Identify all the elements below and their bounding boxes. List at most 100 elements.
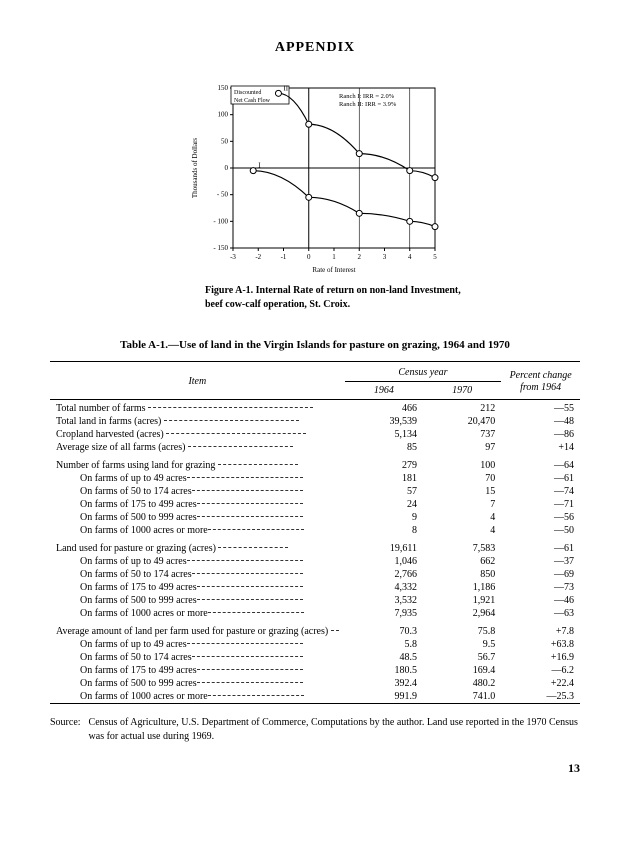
col-item: Item: [50, 364, 345, 400]
table-row: On farms of 500 to 999 acres 94—56: [50, 511, 580, 524]
row-label: On farms of up to 49 acres: [56, 473, 187, 484]
cell-pct: —37: [501, 555, 580, 568]
svg-text:- 100: - 100: [213, 217, 228, 225]
cell-y1: 2,766: [345, 568, 423, 581]
row-label: On farms of up to 49 acres: [56, 639, 187, 650]
cell-y2: 97: [423, 441, 501, 454]
row-label: On farms of 175 to 499 acres: [56, 665, 197, 676]
cell-y2: 100: [423, 454, 501, 472]
row-label: On farms of 500 to 999 acres: [56, 678, 197, 689]
source-text: Census of Agriculture, U.S. Department o…: [89, 716, 580, 743]
cell-pct: —55: [501, 402, 580, 415]
table-row: Total land in farms (acres) 39,53920,470…: [50, 415, 580, 428]
cell-y1: 279: [345, 454, 423, 472]
table-row: On farms of 50 to 174 acres 5715—74: [50, 485, 580, 498]
table-row: Cropland harvested (acres) 5,134737—86: [50, 428, 580, 441]
cell-y1: 48.5: [345, 651, 423, 664]
cell-y1: 39,539: [345, 415, 423, 428]
cell-y2: 212: [423, 402, 501, 415]
svg-text:II: II: [283, 84, 288, 92]
cell-y2: 480.2: [423, 677, 501, 690]
row-label: Total number of farms: [56, 403, 148, 414]
cell-pct: +16.9: [501, 651, 580, 664]
cell-y2: 4: [423, 511, 501, 524]
cell-y1: 392.4: [345, 677, 423, 690]
cell-pct: —6.2: [501, 664, 580, 677]
svg-text:Ranch II: IRR = 3.9%: Ranch II: IRR = 3.9%: [339, 101, 397, 108]
cell-y2: 1,186: [423, 581, 501, 594]
table-row: On farms of 175 to 499 acres 247—71: [50, 498, 580, 511]
table-row: On farms of 1000 acres or more 991.9741.…: [50, 690, 580, 704]
cell-pct: —73: [501, 581, 580, 594]
cell-pct: —46: [501, 594, 580, 607]
cell-y1: 466: [345, 402, 423, 415]
cell-y2: 75.8: [423, 620, 501, 638]
cell-y2: 169.4: [423, 664, 501, 677]
row-label: On farms of 1000 acres or more: [56, 608, 208, 619]
row-label: Average amount of land per farm used for…: [56, 626, 331, 637]
table-row: Number of farms using land for grazing 2…: [50, 454, 580, 472]
cell-y1: 70.3: [345, 620, 423, 638]
col-census: Census year: [345, 364, 502, 382]
row-label: Land used for pasture or grazing (acres): [56, 543, 218, 554]
col-pct: Percent change from 1964: [501, 364, 580, 400]
cell-y1: 57: [345, 485, 423, 498]
cell-pct: —63: [501, 607, 580, 620]
table-row: On farms of 1000 acres or more 84—50: [50, 524, 580, 537]
table-row: On farms of up to 49 acres 1,046662—37: [50, 555, 580, 568]
table-row: On farms of 175 to 499 acres 4,3321,186—…: [50, 581, 580, 594]
svg-text:Discounted: Discounted: [234, 90, 261, 96]
cell-y1: 5,134: [345, 428, 423, 441]
row-label: On farms of 1000 acres or more: [56, 525, 208, 536]
cell-y2: 741.0: [423, 690, 501, 704]
svg-text:2: 2: [358, 253, 362, 261]
source-note: Source: Census of Agriculture, U.S. Depa…: [50, 716, 580, 743]
cell-y2: 9.5: [423, 638, 501, 651]
table-row: On farms of 500 to 999 acres 3,5321,921—…: [50, 594, 580, 607]
table-row: Average size of all farms (acres) 8597+1…: [50, 441, 580, 454]
page-number: 13: [50, 761, 580, 776]
row-label: On farms of 175 to 499 acres: [56, 499, 197, 510]
svg-text:1: 1: [332, 253, 336, 261]
svg-text:- 50: - 50: [217, 191, 229, 199]
cell-y1: 1,046: [345, 555, 423, 568]
source-label: Source:: [50, 716, 89, 743]
row-label: On farms of 1000 acres or more: [56, 691, 208, 702]
cell-y2: 70: [423, 472, 501, 485]
cell-y2: 737: [423, 428, 501, 441]
row-label: On farms of 50 to 174 acres: [56, 486, 192, 497]
cell-y1: 180.5: [345, 664, 423, 677]
cell-y1: 5.8: [345, 638, 423, 651]
row-label: Number of farms using land for grazing: [56, 460, 218, 471]
row-label: On farms of 500 to 999 acres: [56, 595, 197, 606]
svg-text:0: 0: [307, 253, 311, 261]
cell-y2: 20,470: [423, 415, 501, 428]
cell-pct: —48: [501, 415, 580, 428]
cell-y2: 4: [423, 524, 501, 537]
table-row: On farms of up to 49 acres 5.89.5+63.8: [50, 638, 580, 651]
cell-y1: 181: [345, 472, 423, 485]
col-1964: 1964: [345, 382, 423, 400]
col-1970: 1970: [423, 382, 501, 400]
cell-y2: 662: [423, 555, 501, 568]
row-label: Total land in farms (acres): [56, 416, 164, 427]
cell-y1: 9: [345, 511, 423, 524]
cell-y2: 56.7: [423, 651, 501, 664]
cell-pct: +63.8: [501, 638, 580, 651]
cell-y1: 85: [345, 441, 423, 454]
cell-y2: 7: [423, 498, 501, 511]
cell-pct: —61: [501, 472, 580, 485]
cell-y1: 3,532: [345, 594, 423, 607]
cell-y1: 7,935: [345, 607, 423, 620]
cell-pct: —64: [501, 454, 580, 472]
table-row: On farms of up to 49 acres 18170—61: [50, 472, 580, 485]
row-label: Average size of all farms (acres): [56, 442, 188, 453]
table-row: On farms of 175 to 499 acres 180.5169.4—…: [50, 664, 580, 677]
svg-text:Net Cash Flow: Net Cash Flow: [234, 98, 271, 104]
cell-y2: 1,921: [423, 594, 501, 607]
irr-chart-svg: -3-2-1012345- 150- 100- 50050100150Rate …: [185, 76, 445, 276]
svg-text:0: 0: [225, 164, 229, 172]
cell-y2: 2,964: [423, 607, 501, 620]
svg-text:Thousands of Dollars: Thousands of Dollars: [191, 138, 199, 199]
cell-y2: 850: [423, 568, 501, 581]
